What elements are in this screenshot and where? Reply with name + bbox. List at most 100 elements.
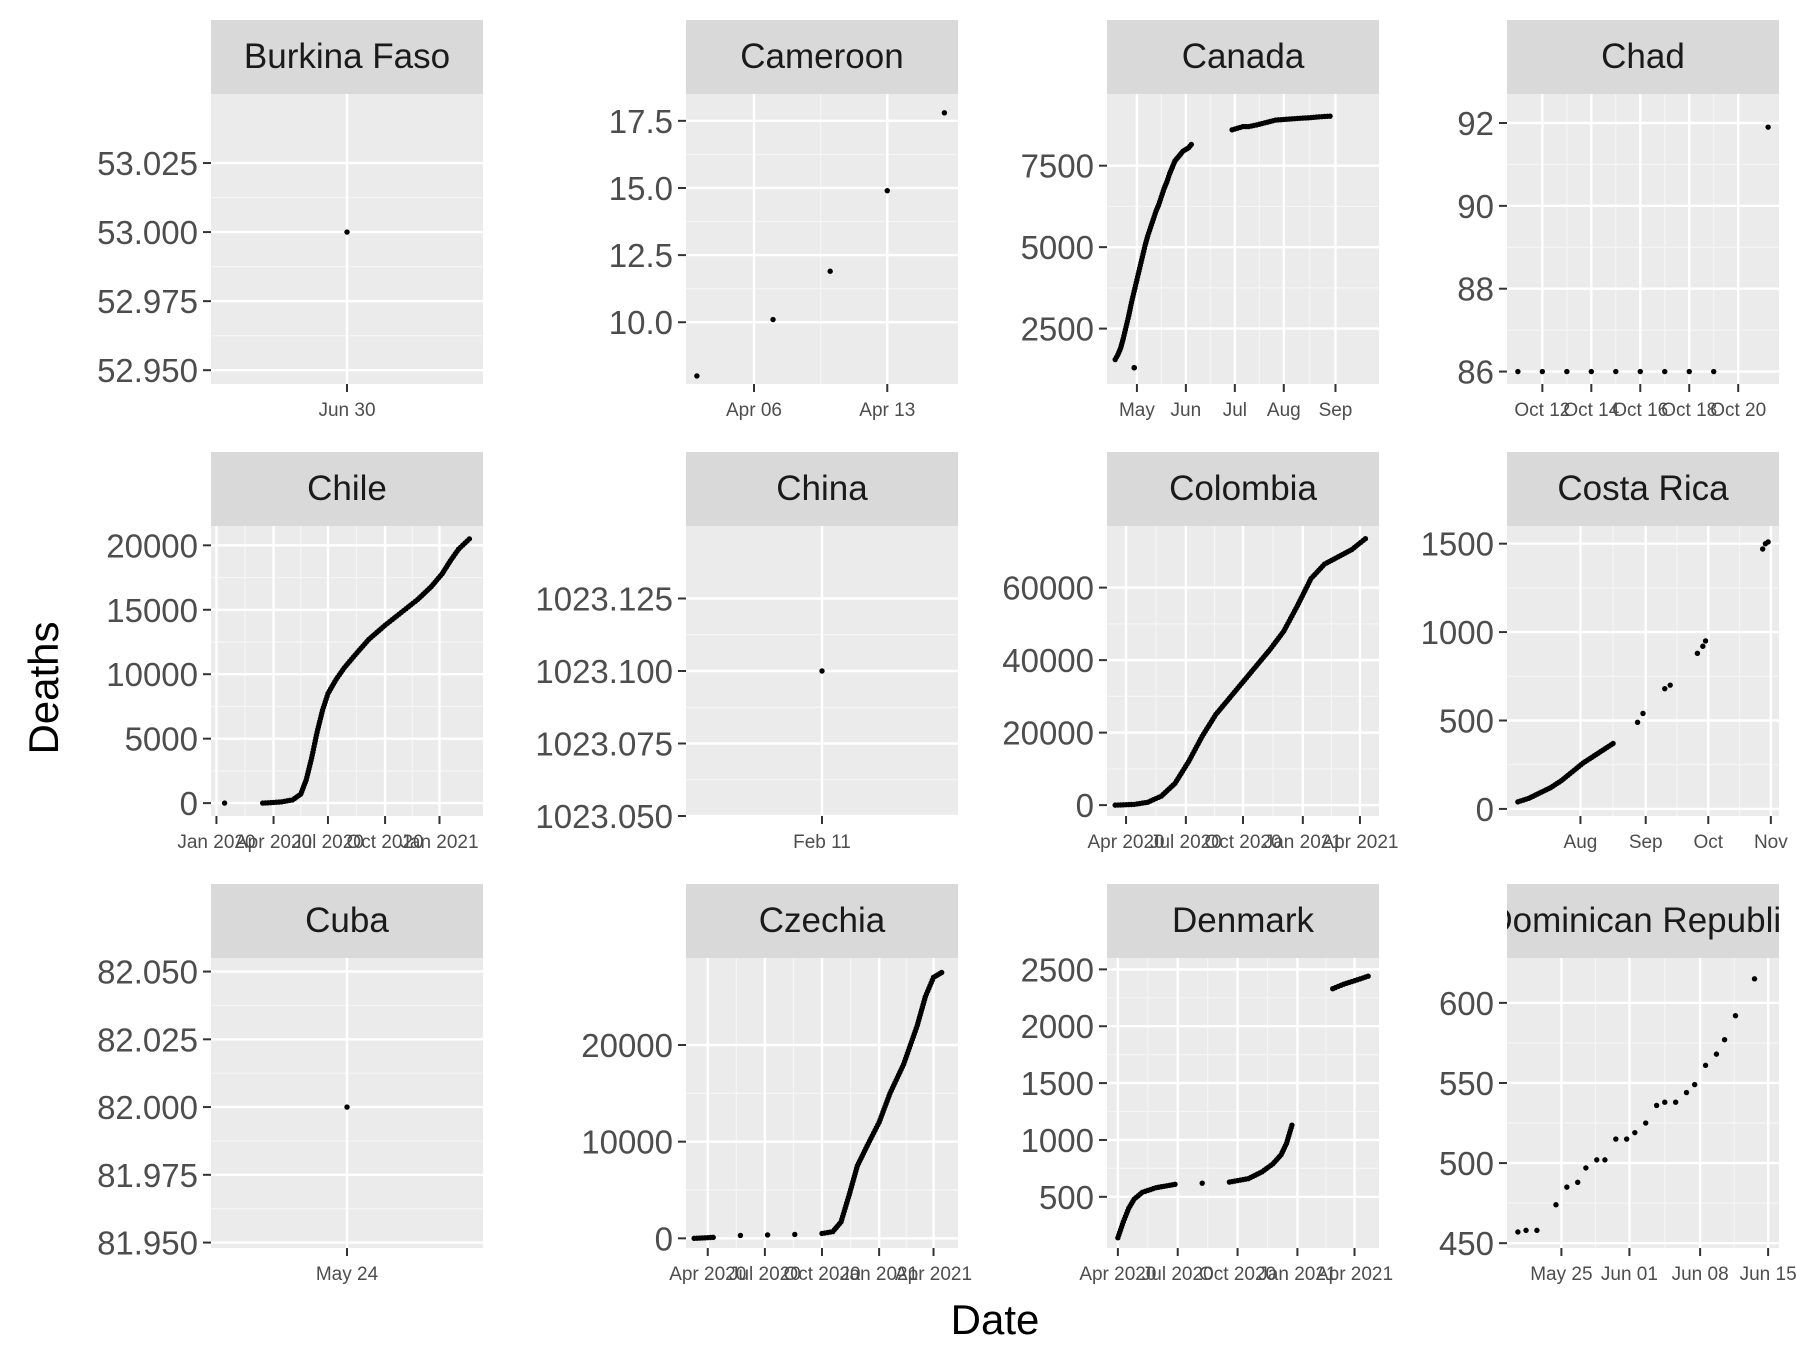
data-point <box>1702 638 1709 644</box>
y-tick-label: 53.025 <box>97 145 198 182</box>
x-tick-label: Apr 2021 <box>1321 832 1398 853</box>
y-tick-label: 12.5 <box>609 237 673 274</box>
y-tick-label: 82.000 <box>97 1089 198 1126</box>
panel-background <box>1107 94 1379 384</box>
data-point <box>827 268 833 274</box>
data-point <box>792 1231 798 1238</box>
x-tick-label: Jul 2020 <box>1142 1264 1214 1285</box>
x-tick-label: May <box>1119 400 1155 421</box>
data-point <box>1553 1202 1559 1208</box>
data-point <box>1637 368 1643 375</box>
facet-strip <box>211 884 483 958</box>
data-point <box>737 1232 744 1239</box>
x-tick-label: Sep <box>1629 832 1663 853</box>
y-tick-label: 1000 <box>1421 614 1494 651</box>
data-point <box>1588 368 1595 375</box>
panel-background <box>211 526 483 816</box>
x-tick-label: Oct 2020 <box>1204 832 1281 853</box>
data-point <box>710 1234 716 1241</box>
x-tick-label: Oct 16 <box>1612 400 1668 421</box>
y-tick-label: 450 <box>1439 1225 1494 1262</box>
data-point <box>1613 1136 1619 1142</box>
panel-cuba: 81.950 81.975 82.000 82.025 82.050 May 24 Cuba <box>97 884 483 1285</box>
panel-background <box>686 94 958 384</box>
facet-strip <box>1107 884 1379 958</box>
y-tick-label: 90 <box>1457 188 1494 225</box>
data-point <box>1602 1157 1608 1163</box>
y-tick-label: 0 <box>655 1220 673 1257</box>
y-tick-label: 1000 <box>1021 1122 1094 1159</box>
y-tick-label: 2500 <box>1021 311 1094 348</box>
y-tick-label: 1500 <box>1421 526 1494 563</box>
y-tick-label: 1023.050 <box>535 798 673 835</box>
data-point <box>1662 685 1668 692</box>
data-point <box>1188 141 1195 148</box>
x-tick-label: May 25 <box>1530 1264 1592 1285</box>
y-tick-label: 10000 <box>581 1124 673 1161</box>
data-point <box>1732 1012 1739 1019</box>
data-point <box>1534 1227 1540 1234</box>
data-points <box>1515 124 1771 375</box>
y-tick-label: 17.5 <box>609 103 673 140</box>
y-tick-label: 1023.125 <box>535 581 673 618</box>
facet-strip <box>1507 20 1779 94</box>
x-tick-label: Oct 2020 <box>347 832 424 853</box>
data-point <box>1564 368 1570 375</box>
x-tick-label: Oct 18 <box>1661 400 1717 421</box>
y-tick-label: 40000 <box>1002 642 1094 679</box>
facet-strip <box>1507 452 1779 526</box>
x-tick-label: Apr 2020 <box>1087 832 1164 853</box>
data-point <box>1365 973 1371 979</box>
y-tick-label: 53.000 <box>97 214 198 251</box>
x-tick-label: Jul 2020 <box>729 1264 801 1285</box>
data-point <box>1199 1180 1205 1186</box>
x-tick-label: Oct 2020 <box>783 1264 860 1285</box>
x-tick-label: Oct 12 <box>1514 400 1570 421</box>
data-points <box>1115 973 1371 1241</box>
facet-title: China <box>776 469 868 508</box>
data-point <box>1523 1227 1529 1234</box>
y-tick-label: 92 <box>1457 105 1494 142</box>
x-tick-label: Apr 2021 <box>1316 1264 1393 1285</box>
facet-title: Chile <box>307 469 387 508</box>
x-tick-label: Jan 2021 <box>1258 1264 1336 1285</box>
x-tick-label: Oct 2020 <box>1199 1264 1276 1285</box>
y-tick-label: 82.050 <box>97 954 198 991</box>
data-point <box>1327 113 1333 119</box>
data-point <box>1643 1120 1649 1126</box>
facet-title: Canada <box>1182 37 1305 76</box>
facet-title: Czechia <box>759 901 886 940</box>
data-point <box>344 229 350 235</box>
y-tick-label: 10000 <box>106 656 198 693</box>
data-point <box>1131 365 1137 371</box>
data-points <box>1515 539 1771 805</box>
facet-title: Dominican Republic <box>1487 901 1796 940</box>
data-point <box>1691 1081 1698 1088</box>
y-tick-label: 10.0 <box>609 304 673 341</box>
y-tick-label: 82.025 <box>97 1021 198 1058</box>
data-points <box>694 110 948 379</box>
data-point <box>938 969 945 976</box>
panel-dominican-republic: 450 500 550 600 May 25 Jun 01 Jun 08 Jun 15 Domi… <box>1439 884 1796 1285</box>
data-point <box>1667 682 1673 688</box>
data-point <box>466 536 473 542</box>
x-tick-label: Aug <box>1564 832 1598 853</box>
x-tick-label: Jul 2020 <box>292 832 364 853</box>
panel-background <box>1107 958 1379 1248</box>
x-tick-label: Apr 2021 <box>895 1264 972 1285</box>
data-point <box>1700 643 1706 649</box>
facet-title: Chad <box>1601 37 1685 76</box>
panel-costa-rica: 0 500 1000 1500 Aug Sep Oct Nov Costa Rica <box>1421 452 1788 853</box>
y-tick-label: 60000 <box>1002 570 1094 607</box>
data-point <box>1751 976 1758 982</box>
data-point <box>1765 124 1771 130</box>
facet-strip <box>686 20 958 94</box>
x-tick-label: Feb 11 <box>793 832 851 853</box>
data-point <box>1765 539 1771 545</box>
data-point <box>1694 650 1701 657</box>
